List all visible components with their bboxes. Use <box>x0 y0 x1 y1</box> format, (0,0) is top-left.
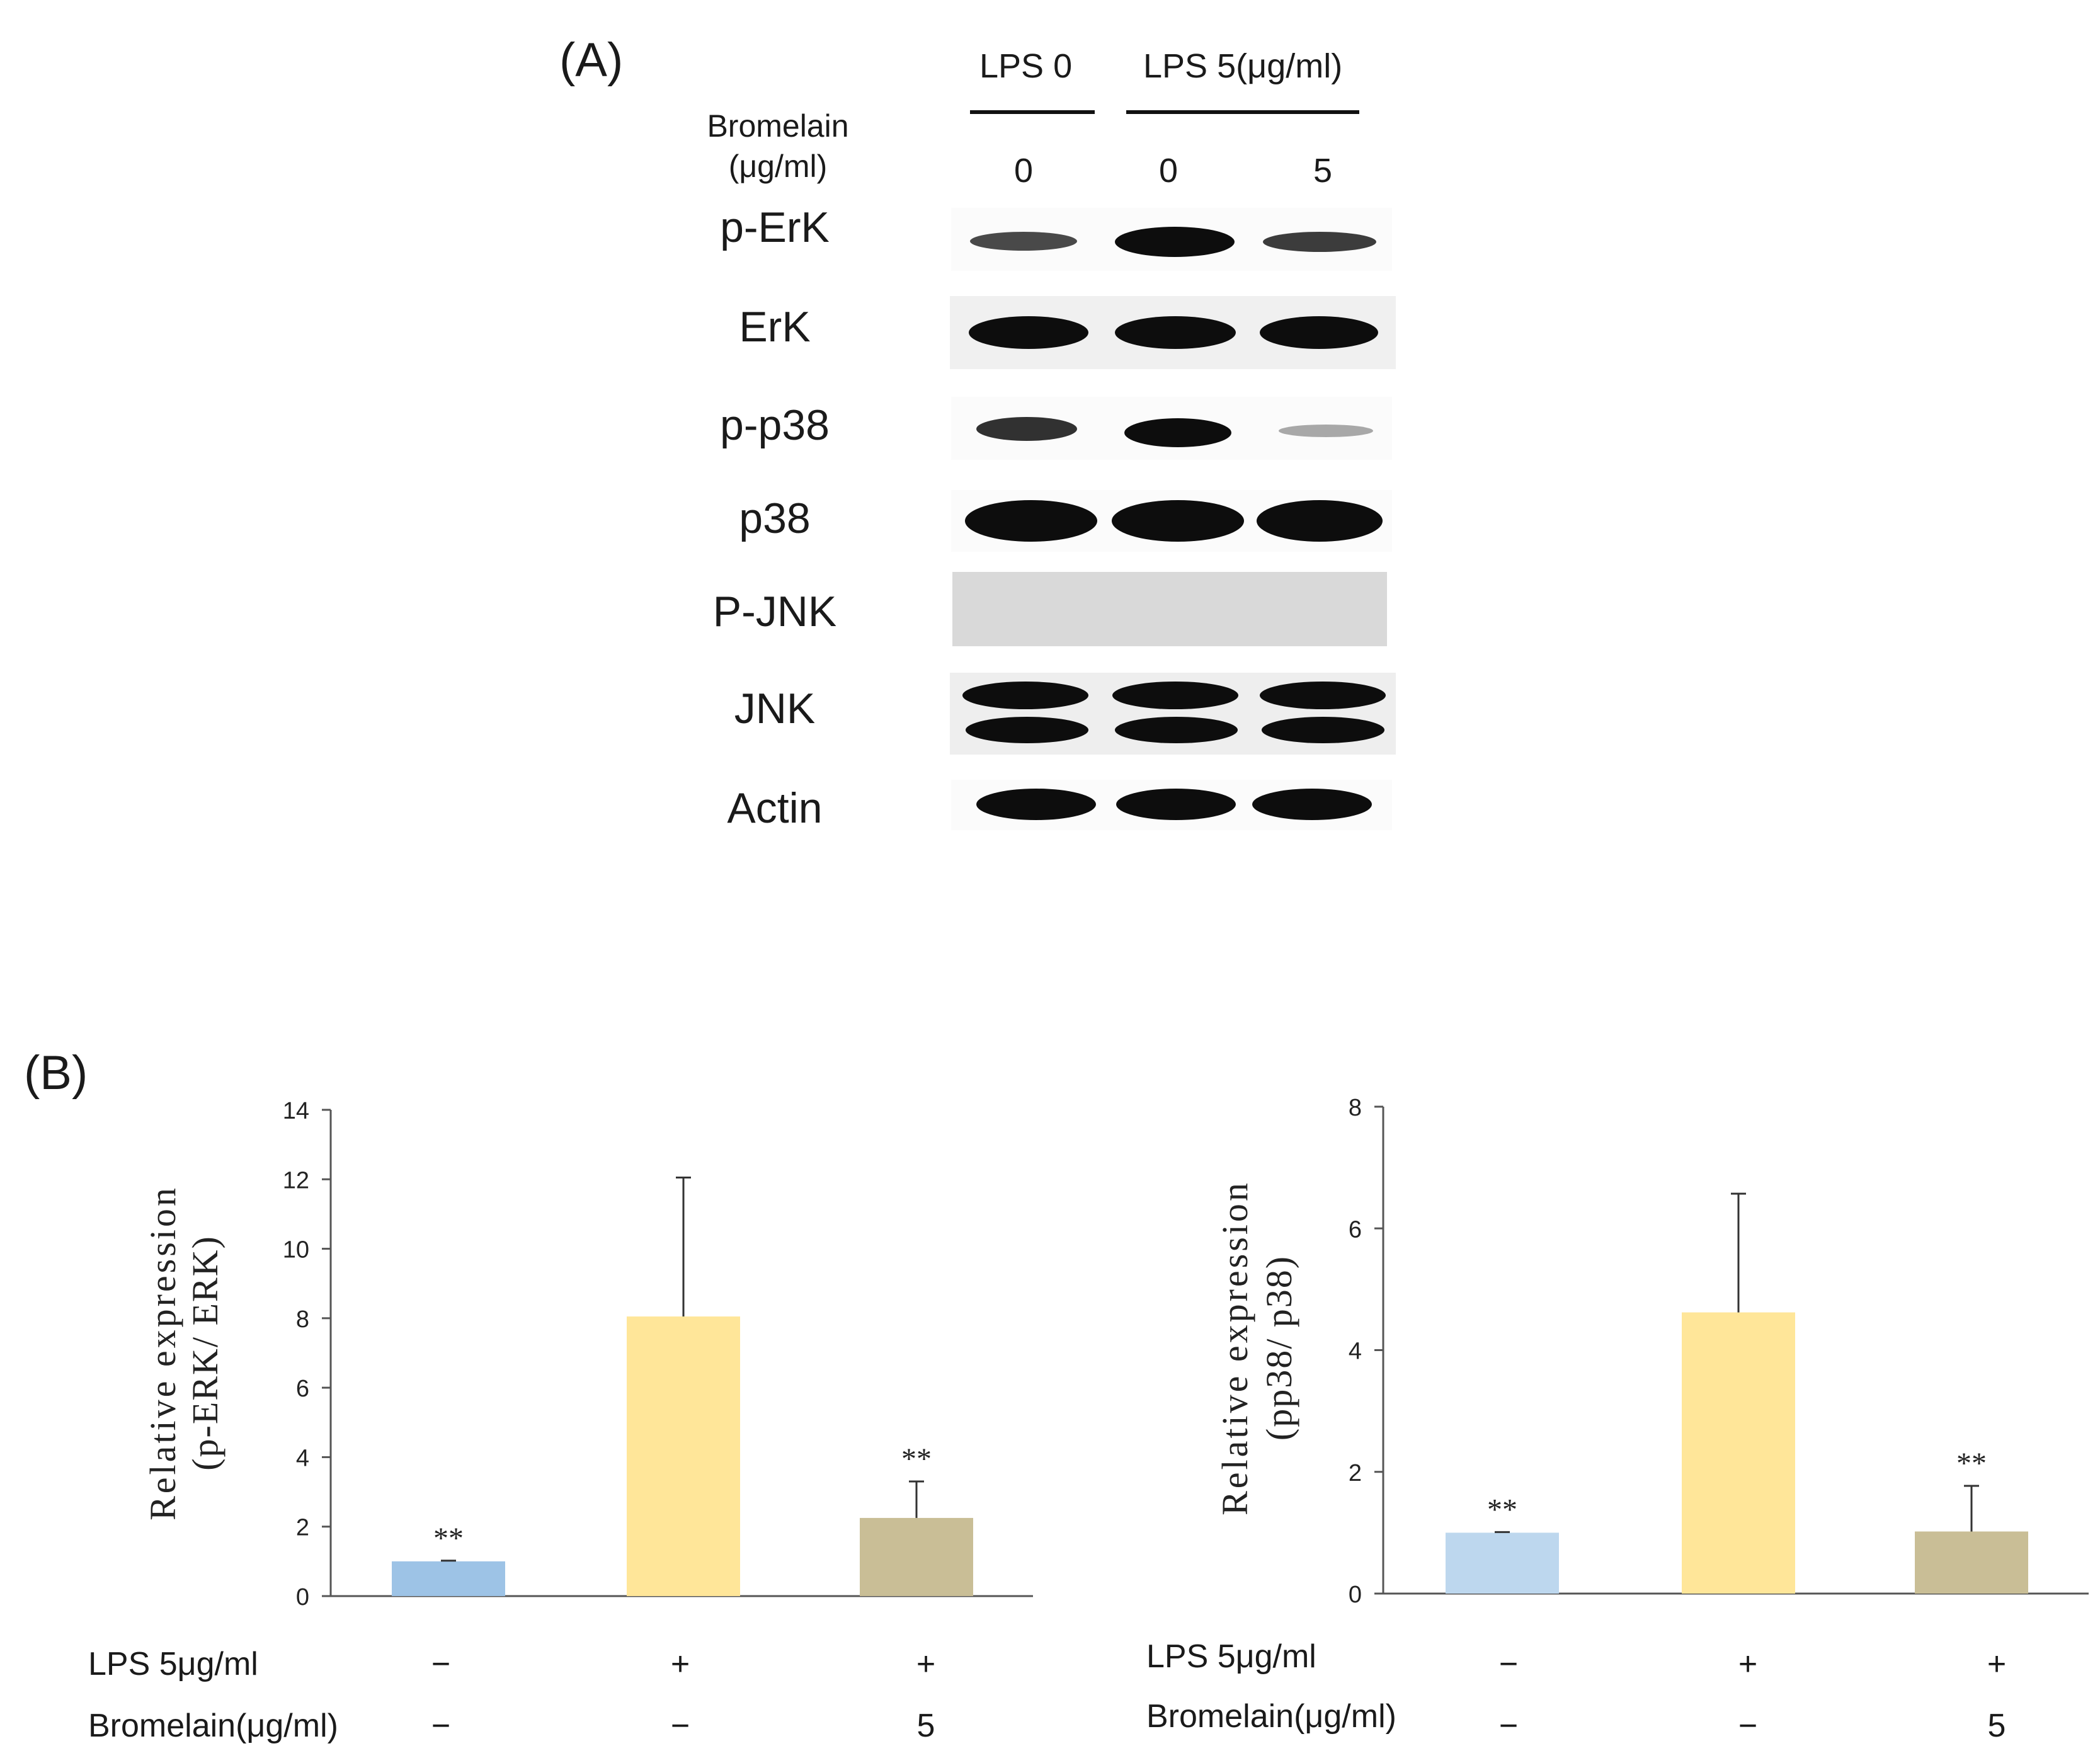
band-jnk-upper-lane2 <box>1112 682 1238 709</box>
significance-label: ** <box>433 1522 464 1555</box>
bromelain-value-right-3: 5 <box>1987 1708 2006 1744</box>
significance-label: ** <box>1487 1493 1517 1526</box>
panel-b-label: (B) <box>24 1046 88 1100</box>
group-underline-lps0 <box>970 110 1095 114</box>
y-tick-label: 8 <box>296 1306 309 1333</box>
bromelain-value-left-2: − <box>670 1708 690 1744</box>
bar <box>1682 1312 1795 1594</box>
chart-pp38-p38: 0 2 4 6 8 ** ** Relative expression (pp38/ p38) <box>1214 1095 2089 1608</box>
bar <box>1915 1531 2028 1594</box>
chart-p-erk-erk: 0 2 4 6 8 10 12 14 ** ** Relative expression (p-ERK… <box>142 1098 1033 1611</box>
lane-value-3: 5 <box>1313 152 1333 190</box>
lane-value-2: 0 <box>1158 152 1178 190</box>
band-jnk-lower-lane3 <box>1262 717 1384 743</box>
lps-value-right-1: − <box>1498 1646 1519 1682</box>
bromelain-label-line1: Bromelain <box>707 108 849 144</box>
y-tick-label: 6 <box>296 1376 309 1402</box>
y-tick-label: 12 <box>283 1167 309 1194</box>
blot-image-erk <box>950 296 1396 369</box>
lps-value-left-1: − <box>431 1646 451 1682</box>
blot-label-p-jnk: P-JNK <box>712 588 837 636</box>
y-tick-label: 10 <box>283 1237 309 1264</box>
y-tick-label: 8 <box>1349 1095 1362 1121</box>
bar <box>392 1561 505 1596</box>
blot-label-jnk: JNK <box>734 685 816 733</box>
bromelain-label: Bromelain (μg/ml) <box>674 106 882 186</box>
lane-value-1: 0 <box>1013 152 1034 190</box>
group-label-lps0: LPS 0 <box>979 47 1073 85</box>
y-axis-label-line2: (p-ERK/ ERK) <box>185 1235 225 1471</box>
band-jnk-lower-lane2 <box>1115 717 1238 743</box>
blot-label-p-p38: p-p38 <box>720 401 830 449</box>
bar <box>627 1316 740 1596</box>
y-tick-label: 0 <box>1349 1582 1362 1608</box>
band-p-p38-lane2 <box>1124 418 1231 447</box>
lps-value-left-3: + <box>916 1646 936 1682</box>
y-tick-label: 2 <box>296 1515 309 1541</box>
blot-image-p38 <box>951 490 1392 552</box>
blot-image-jnk <box>950 673 1396 755</box>
lps-label-right: LPS 5μg/ml <box>1146 1638 1316 1675</box>
blot-label-p38: p38 <box>739 494 811 542</box>
bromelain-label-right: Bromelain(μg/ml) <box>1146 1698 1396 1735</box>
y-axis-label-line1: Relative expression <box>142 1185 183 1521</box>
band-jnk-lower-lane1 <box>966 717 1088 743</box>
band-p38-lane1 <box>965 500 1097 542</box>
band-erk-lane1 <box>969 316 1088 349</box>
y-tick-label: 14 <box>283 1098 309 1124</box>
significance-label: ** <box>1956 1447 1987 1480</box>
band-erk-lane2 <box>1115 316 1236 349</box>
bromelain-label-line2: (μg/ml) <box>728 149 828 184</box>
blot-image-p-jnk <box>952 572 1387 646</box>
y-tick-label: 4 <box>1349 1338 1362 1365</box>
lps-label-left: LPS 5μg/ml <box>88 1646 258 1682</box>
y-tick-label: 4 <box>296 1445 309 1471</box>
blot-label-p-erk: p-ErK <box>720 203 830 251</box>
lps-value-left-2: + <box>670 1646 690 1682</box>
bromelain-value-right-1: − <box>1498 1708 1519 1744</box>
blot-image-p-p38 <box>951 397 1392 460</box>
bar <box>860 1517 973 1596</box>
band-actin-lane3 <box>1252 789 1372 820</box>
band-p38-lane3 <box>1257 500 1383 542</box>
group-label-lps5: LPS 5(μg/ml) <box>1143 47 1343 85</box>
significance-label: ** <box>901 1442 932 1476</box>
band-actin-lane1 <box>976 789 1096 820</box>
bromelain-value-right-2: − <box>1738 1708 1758 1744</box>
y-tick-label: 2 <box>1349 1460 1362 1486</box>
group-underline-lps5 <box>1126 110 1359 114</box>
y-axis-label-line2: (pp38/ p38) <box>1258 1255 1299 1441</box>
blot-label-actin: Actin <box>727 784 823 832</box>
y-tick-label: 6 <box>1349 1216 1362 1243</box>
band-p38-lane2 <box>1112 500 1244 542</box>
band-p-p38-lane3 <box>1279 425 1373 437</box>
panel-a-label: (A) <box>559 33 624 87</box>
lps-value-right-2: + <box>1738 1646 1758 1682</box>
blot-image-p-erk <box>951 208 1392 271</box>
bromelain-label-left: Bromelain(μg/ml) <box>88 1708 338 1744</box>
band-jnk-upper-lane1 <box>962 682 1088 709</box>
lps-value-right-3: + <box>1987 1646 2007 1682</box>
band-jnk-upper-lane3 <box>1260 682 1386 709</box>
blot-label-erk: ErK <box>739 303 811 351</box>
y-axis-label-line1: Relative expression <box>1214 1180 1255 1515</box>
bromelain-value-left-3: 5 <box>916 1708 935 1744</box>
band-actin-lane2 <box>1116 789 1236 820</box>
bar <box>1446 1532 1559 1594</box>
band-erk-lane3 <box>1260 316 1378 349</box>
bromelain-value-left-1: − <box>431 1708 451 1744</box>
band-p-p38-lane1 <box>976 417 1077 441</box>
band-p-erk-lane1 <box>970 232 1077 251</box>
blot-image-actin <box>951 780 1392 830</box>
y-tick-label: 0 <box>296 1584 309 1611</box>
band-p-erk-lane2 <box>1115 227 1235 257</box>
band-p-erk-lane3 <box>1263 232 1376 252</box>
